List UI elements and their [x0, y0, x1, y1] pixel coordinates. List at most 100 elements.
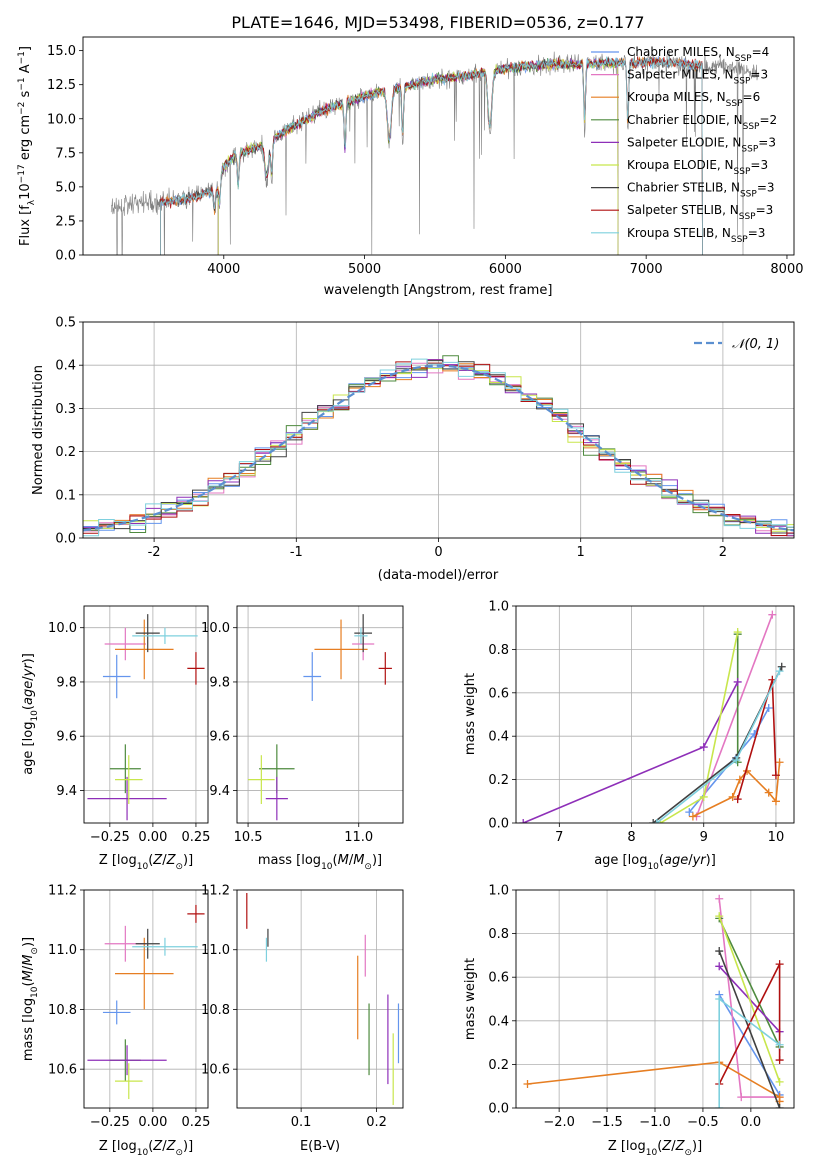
y-tick-label: 9.8 — [209, 675, 230, 690]
weight-marker — [652, 819, 661, 823]
model-spectrum-line — [159, 56, 703, 255]
model-spectrum-line — [159, 56, 703, 255]
label-part: 10 — [137, 862, 149, 872]
weight-marker — [735, 775, 744, 784]
x-tick-label: 0.25 — [181, 830, 210, 845]
label-part: age [log — [594, 853, 647, 868]
y-axis-label: mass weight — [463, 673, 478, 755]
weight-marker — [775, 667, 784, 676]
label-part: Salpeter MILES, N — [627, 68, 734, 82]
x-axis-label: (data-model)/error — [378, 568, 499, 583]
x-tick-label: 10.5 — [234, 830, 263, 845]
label-part: Z — [661, 1139, 672, 1154]
x-tick-label: 0.00 — [138, 830, 167, 845]
label-part: =3 — [750, 158, 768, 172]
plot-content — [248, 614, 392, 821]
label-part: SSP — [739, 212, 756, 222]
label-part: =2 — [759, 113, 777, 127]
weight-marker — [715, 912, 724, 921]
y-tick-label: 5.0 — [55, 180, 76, 195]
y-tick-label: 10.0 — [48, 621, 77, 636]
axes-spectrum: 4000 5000 6000 7000 8000 0.0 2.5 5.0 7.5 10.0 12.5… — [17, 36, 804, 298]
y-tick-label: 10.6 — [201, 1063, 230, 1078]
axes-frame — [82, 36, 795, 256]
plot-content — [110, 49, 759, 255]
weight-marker — [715, 995, 724, 1003]
y-tick-label: 10.8 — [48, 1003, 77, 1018]
axes-frame — [236, 605, 404, 824]
histogram-series — [83, 358, 794, 538]
x-tick-label: −1.5 — [591, 1115, 623, 1130]
legend-entry: Salpeter MILES, NSSP=3 — [627, 68, 768, 87]
label-part: 10 — [646, 1148, 658, 1158]
weight-marker — [715, 947, 724, 956]
y-axis-label: age [log10(age/yr)] — [21, 653, 40, 775]
x-axis-label: E(B-V) — [300, 1139, 340, 1154]
x-tick-label: 0.2 — [366, 1115, 387, 1130]
label-part: / — [162, 1139, 167, 1154]
legend-entry: Kroupa ELODIE, NSSP=3 — [627, 158, 768, 177]
y-tick-label: 9.6 — [56, 730, 77, 745]
legend-entry: Salpeter ELODIE, NSSP=3 — [627, 135, 776, 154]
label-part: )] — [21, 937, 36, 947]
x-axis-label: age [log10(age/yr)] — [594, 853, 716, 872]
label-part: Kroupa ELODIE, N — [627, 158, 734, 172]
label-part: Salpeter ELODIE, N — [627, 135, 741, 149]
axes-frame — [83, 605, 209, 824]
label-part: SSP — [735, 54, 752, 64]
label-part: ( — [21, 981, 36, 986]
y-tick-label: 0.5 — [55, 316, 76, 331]
weight-line — [656, 670, 781, 823]
y-tick-label: 0.3 — [55, 402, 76, 417]
y-tick-label: 0.0 — [488, 1102, 509, 1117]
weight-line — [659, 631, 739, 823]
y-tick-label: 11.2 — [201, 884, 230, 899]
label-part: ( — [21, 705, 36, 710]
plot-content — [519, 610, 786, 823]
legend-entry: Salpeter STELIB, NSSP=3 — [627, 203, 773, 222]
y-tick-label: 0.2 — [488, 1058, 509, 1073]
axes-frame — [515, 605, 795, 824]
label-part: SSP — [726, 99, 743, 109]
weight-marker — [771, 771, 780, 780]
y-tick-label: 7.5 — [55, 146, 76, 161]
weight-marker — [775, 960, 784, 969]
y-tick-label: 0.6 — [488, 971, 509, 986]
x-tick-label: 11.0 — [344, 830, 373, 845]
weight-marker — [699, 743, 708, 752]
label-part: λ — [27, 199, 37, 205]
axes-residuals: -2 -1 0 1 2 0.0 0.1 0.2 0.3 0.4 0.5 𝒩(0, 1) (data-mo… — [31, 316, 795, 583]
label-part: =3 — [758, 135, 776, 149]
label-part: yr — [692, 853, 708, 868]
legend-entry: Kroupa MILES, NSSP=6 — [627, 90, 760, 109]
x-axis-label: mass [log10(M/M⊙)] — [258, 853, 382, 872]
y-axis-label: mass [log10(M/M⊙)] — [21, 937, 40, 1061]
x-axis-label: Z [log10(Z/Z⊙)] — [608, 1139, 702, 1158]
label-part: ] — [18, 46, 33, 51]
y-tick-label: 9.4 — [209, 784, 230, 799]
y-tick-label: 0.4 — [55, 359, 76, 374]
x-tick-label: 8 — [627, 830, 635, 845]
label-part: ⊙ — [684, 1148, 692, 1158]
weight-marker — [768, 610, 777, 619]
x-axis-label: Z [log10(Z/Z⊙)] — [99, 1139, 193, 1158]
y-axis-label: Flux [fλ10−17 erg cm−2 s−1 A−1] — [17, 46, 37, 246]
label-part: / — [349, 853, 354, 868]
weight-line — [718, 915, 781, 1083]
axes-age_vs_Z: −0.25 0.00 0.259.49.69.810.0Z [log10(Z/Z⊙)… — [21, 605, 210, 872]
x-tick-label: 1 — [577, 545, 585, 560]
x-tick-label: 0.1 — [291, 1115, 312, 1130]
x-tick-label: 8000 — [770, 262, 803, 277]
label-part: M — [338, 853, 349, 868]
y-tick-label: 10.0 — [47, 112, 76, 127]
label-part: =3 — [757, 181, 775, 195]
weight-marker — [775, 1104, 784, 1108]
y-tick-label: 0.8 — [488, 927, 509, 942]
weight-marker — [519, 819, 528, 823]
x-tick-label: −0.25 — [90, 1115, 130, 1130]
figure-title: PLATE=1646, MJD=53498, FIBERID=0536, z=0… — [231, 13, 644, 32]
weight-marker — [733, 677, 742, 686]
weight-marker — [523, 1080, 532, 1089]
label-part: Z — [166, 1139, 177, 1154]
